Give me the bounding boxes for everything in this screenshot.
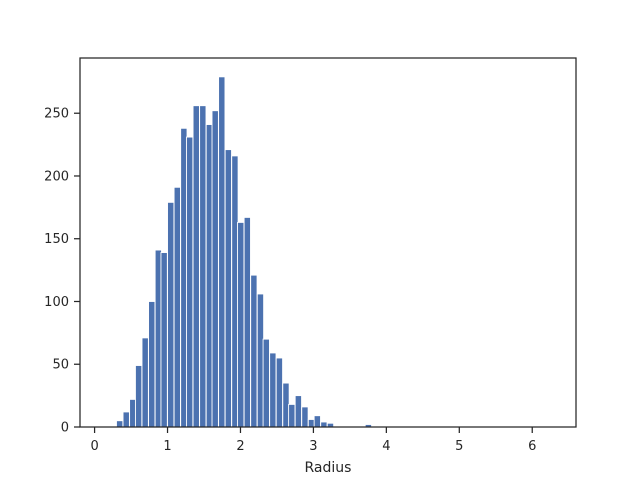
y-tick-label-2: 100	[44, 295, 69, 310]
x-tick-label-1: 1	[163, 439, 171, 454]
histogram-bar-20	[243, 216, 251, 428]
histogram-bar-5	[148, 301, 156, 428]
histogram-bars	[116, 76, 373, 428]
histogram-bar-12	[192, 105, 200, 428]
histogram-bar-17	[224, 149, 232, 428]
histogram-bar-8	[167, 201, 175, 428]
x-axis-label: Radius	[305, 460, 352, 476]
plot-frame	[79, 57, 577, 428]
x-tick-label-5: 5	[455, 439, 463, 454]
histogram-bar-16	[218, 76, 226, 428]
x-tick-label-0: 0	[90, 439, 98, 454]
y-tick-label-0: 0	[61, 421, 69, 436]
histogram-bar-23	[262, 338, 270, 428]
y-tick-label-5: 250	[44, 107, 69, 122]
histogram-bar-3	[134, 365, 143, 428]
histogram-bar-19	[237, 221, 245, 428]
y-tick-label-3: 150	[44, 232, 69, 247]
histogram-bar-24	[269, 352, 277, 428]
histogram-bar-21	[250, 274, 258, 428]
histogram-bar-13	[199, 105, 207, 428]
y-axis-ticks: 0 50 100 150 200 250	[44, 107, 80, 436]
y-tick-label-1: 50	[52, 358, 69, 373]
histogram-bar-15	[211, 110, 219, 428]
histogram-bar-27	[288, 403, 296, 428]
histogram-bar-29	[301, 406, 309, 428]
histogram-bar-4	[141, 337, 149, 428]
histogram-bar-31	[313, 415, 321, 428]
histogram-bar-9	[173, 186, 181, 428]
histogram-bar-11	[186, 136, 194, 428]
histogram-bar-7	[160, 252, 168, 428]
x-tick-label-2: 2	[236, 439, 244, 454]
histogram-bar-1	[122, 411, 130, 428]
histogram-bar-25	[275, 357, 284, 428]
histogram-bar-0	[116, 420, 124, 428]
x-tick-label-3: 3	[309, 439, 317, 454]
x-tick-label-4: 4	[382, 439, 390, 454]
x-tick-label-6: 6	[528, 439, 536, 454]
x-axis-ticks: 0 1 2 3 4 5 6	[90, 427, 536, 454]
y-tick-label-4: 200	[44, 169, 69, 184]
histogram-bar-32	[320, 421, 328, 428]
histogram-bar-28	[294, 395, 303, 428]
